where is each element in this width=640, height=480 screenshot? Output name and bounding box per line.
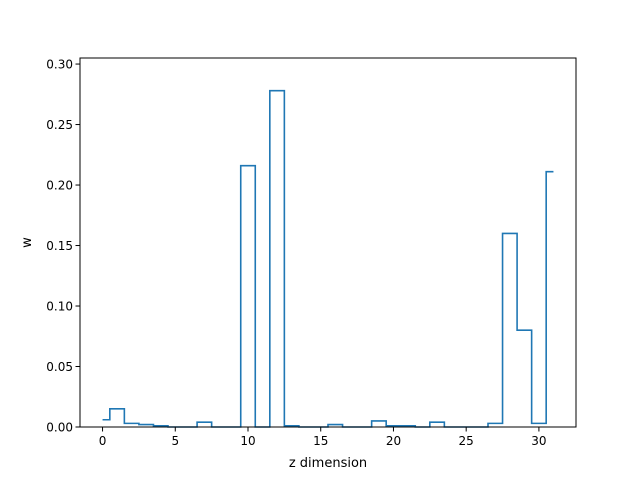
x-tick-label: 0: [99, 434, 107, 448]
x-tick-label: 30: [531, 434, 546, 448]
x-tick-label: 5: [171, 434, 179, 448]
x-tick-label: 10: [240, 434, 255, 448]
x-tick-label: 25: [459, 434, 474, 448]
x-tick-label: 20: [386, 434, 401, 448]
plot-frame: [79, 57, 577, 428]
y-tick-label: 0.15: [46, 239, 73, 253]
x-axis-label: z dimension: [289, 456, 367, 471]
plot-area: [80, 58, 576, 427]
y-tick-label: 0.10: [46, 299, 73, 313]
y-tick-label: 0.05: [46, 360, 73, 374]
x-tick-label: 15: [313, 434, 328, 448]
y-tick-label: 0.30: [46, 57, 73, 71]
y-tick-label: 0.25: [46, 118, 73, 132]
x-axis: 0 5 10 15 20 25 30: [99, 427, 547, 448]
y-tick-label: 0.00: [46, 420, 73, 434]
y-axis: 0.00 0.05 0.10 0.15 0.20 0.25 0.30: [46, 57, 80, 434]
y-tick-label: 0.20: [46, 178, 73, 192]
y-axis-label: w: [20, 237, 35, 248]
